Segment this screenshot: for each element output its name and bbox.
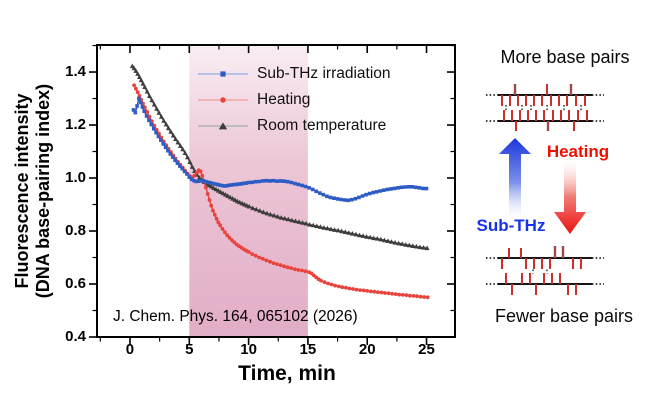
legend-item-sub-thz: Sub-THz irradiation bbox=[197, 61, 391, 87]
legend-swatch-circle-icon bbox=[198, 97, 248, 103]
dna-fewer-base-pairs-icon bbox=[486, 246, 604, 295]
irradiation-band bbox=[189, 46, 308, 336]
legend-item-heating: Heating bbox=[197, 87, 391, 113]
plot-frame bbox=[96, 44, 456, 338]
y-axis-title-line2: (DNA base-pairing index) bbox=[33, 83, 53, 299]
legend-label-sub-thz: Sub-THz irradiation bbox=[257, 65, 391, 82]
series-markers-square bbox=[131, 96, 429, 203]
legend-swatch-square-icon bbox=[198, 71, 248, 77]
legend-label-room-temp: Room temperature bbox=[257, 117, 387, 134]
sub-thz-arrow-label: Sub-THz bbox=[476, 216, 546, 235]
more-base-pairs-label: More base pairs bbox=[500, 47, 630, 67]
dna-more-base-pairs-icon bbox=[486, 84, 604, 131]
y-axis-title: Fluorescence intensity (DNA base-pairing… bbox=[12, 26, 54, 356]
legend-label-heating: Heating bbox=[257, 91, 311, 108]
fewer-base-pairs-label: Fewer base pairs bbox=[494, 306, 634, 326]
x-axis-title: Time, min bbox=[238, 362, 336, 385]
legend: Sub-THz irradiation Heating Room tempera… bbox=[197, 61, 391, 139]
citation-text: J. Chem. Phys. 164, 065102 (2026) bbox=[113, 308, 358, 325]
sub-thz-up-arrow-icon bbox=[499, 138, 531, 220]
legend-item-room-temp: Room temperature bbox=[197, 113, 391, 139]
legend-swatch-triangle-icon bbox=[198, 122, 248, 130]
heating-down-arrow-icon bbox=[554, 160, 586, 234]
y-axis-title-line1: Fluorescence intensity bbox=[12, 93, 32, 289]
heating-arrow-label: Heating bbox=[546, 142, 610, 161]
